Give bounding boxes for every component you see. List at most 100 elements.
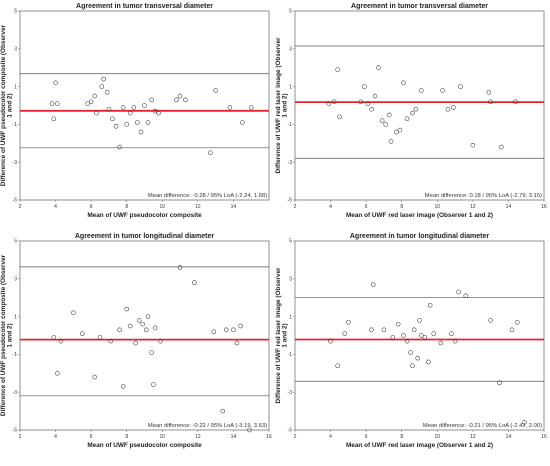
y-tick-label: 1 <box>289 84 292 90</box>
data-point <box>328 338 333 344</box>
y-tick-label: -3 <box>13 390 18 396</box>
y-tick-label: 5 <box>289 9 292 15</box>
chart-svg-1: Agreement in tumor transversal diameter 2… <box>275 3 547 219</box>
y-axis-label: Difference of UWF red laser image (Obser… <box>275 267 289 404</box>
y-axis-label-line: Difference of UWF pseudocolor composite … <box>0 24 7 186</box>
y-tick-label: 1 <box>14 314 17 320</box>
x-tick-label: 6 <box>365 434 368 440</box>
y-tick-label: -5 <box>13 198 18 204</box>
data-point <box>497 380 502 386</box>
y-tick-label: -1 <box>13 122 18 128</box>
y-tick-label: 5 <box>14 9 17 15</box>
chart-panel-2: Agreement in tumor longitudinal diameter… <box>0 230 275 461</box>
data-point <box>117 144 122 150</box>
x-tick-label: 10 <box>160 204 166 210</box>
y-tick-label: -1 <box>13 352 18 358</box>
data-point <box>509 327 515 333</box>
data-point <box>231 327 236 333</box>
data-point <box>346 319 351 325</box>
x-axis-label: Mean of UWF pseudocolor composite <box>87 212 202 219</box>
plot-frame <box>19 240 270 431</box>
x-tick-label: 14 <box>506 204 512 210</box>
data-point <box>488 318 493 323</box>
data-point <box>224 327 229 333</box>
data-point <box>208 150 213 156</box>
x-tick-label: 2 <box>294 434 297 440</box>
data-point <box>192 280 197 285</box>
chart-title: Agreement in tumor transversal diameter <box>76 3 213 10</box>
data-point <box>135 120 140 125</box>
y-axis-label-line: Difference of UWF red laser image (Obser… <box>275 37 282 174</box>
data-point <box>99 84 105 89</box>
x-tick-label: 10 <box>435 434 441 440</box>
data-point <box>92 374 97 380</box>
x-tick-label: 14 <box>506 434 512 440</box>
chart-svg-0: Agreement in tumor transversal diameter 2… <box>0 3 270 219</box>
data-point <box>110 116 115 122</box>
data-point <box>522 420 527 425</box>
x-tick-label: 8 <box>125 204 128 210</box>
data-point <box>247 427 252 433</box>
data-point <box>458 84 463 89</box>
mean-difference-annotation: Mean difference: 0.18 / 95% LoA (-2.79, … <box>425 193 542 199</box>
data-point <box>152 108 158 114</box>
data-point <box>117 327 122 333</box>
x-tick-label: 10 <box>160 434 166 440</box>
data-point <box>440 88 445 93</box>
data-point <box>404 116 410 122</box>
data-point <box>213 88 218 93</box>
data-point <box>156 110 162 116</box>
y-tick-label: -3 <box>13 160 18 166</box>
y-tick-label: 1 <box>14 84 17 90</box>
data-point <box>152 325 158 331</box>
x-tick-label: 4 <box>54 204 57 210</box>
y-tick-label: -1 <box>288 352 293 358</box>
y-tick-label: -5 <box>288 198 293 204</box>
data-point <box>452 338 458 344</box>
y-tick-label: 3 <box>289 277 292 283</box>
data-point <box>411 327 417 333</box>
x-tick-label: 8 <box>400 204 403 210</box>
y-tick-label: 5 <box>289 239 292 245</box>
data-point <box>419 333 424 338</box>
data-point <box>149 97 154 103</box>
plot-frame <box>19 10 270 201</box>
data-point <box>88 99 94 104</box>
data-point <box>124 122 129 127</box>
x-tick-label: 6 <box>90 434 93 440</box>
y-axis-label-line: 1 and 2) <box>7 323 14 347</box>
mean-difference-annotation: Mean difference: -0.22 / 95% LoA (-3.19,… <box>148 423 267 429</box>
y-axis-label: Difference of UWF pseudocolor composite … <box>0 24 14 186</box>
chart-svg-3: Agreement in tumor longitudinal diameter… <box>275 233 547 449</box>
data-point <box>151 382 156 387</box>
data-point <box>55 101 60 106</box>
x-tick-label: 12 <box>195 434 201 440</box>
x-tick-label: 6 <box>365 204 368 210</box>
data-point <box>499 144 504 150</box>
data-point <box>376 65 381 70</box>
mean-difference-annotation: Mean difference: -0.21 / 95% LoA (-2.42,… <box>423 423 542 429</box>
data-point <box>422 335 428 340</box>
x-tick-label: 4 <box>54 434 57 440</box>
data-point <box>238 323 243 329</box>
data-point <box>331 99 337 104</box>
data-point <box>370 282 376 287</box>
x-tick-label: 14 <box>231 434 237 440</box>
data-point <box>342 331 348 336</box>
y-axis-label-line: 1 and 2) <box>7 93 14 117</box>
x-tick-label: 2 <box>19 204 22 210</box>
data-point <box>142 103 147 108</box>
data-point <box>449 331 454 336</box>
x-tick-label: 12 <box>470 204 476 210</box>
y-tick-label: -5 <box>13 428 18 434</box>
data-point <box>404 338 410 344</box>
data-point <box>220 408 226 414</box>
data-point <box>456 289 461 295</box>
x-tick-label: 6 <box>90 204 93 210</box>
chart-panel-0: Agreement in tumor transversal diameter 2… <box>0 0 275 230</box>
data-point <box>101 76 106 82</box>
data-point <box>394 129 399 135</box>
data-point <box>144 327 149 333</box>
data-point <box>133 340 138 346</box>
data-point <box>515 319 520 325</box>
